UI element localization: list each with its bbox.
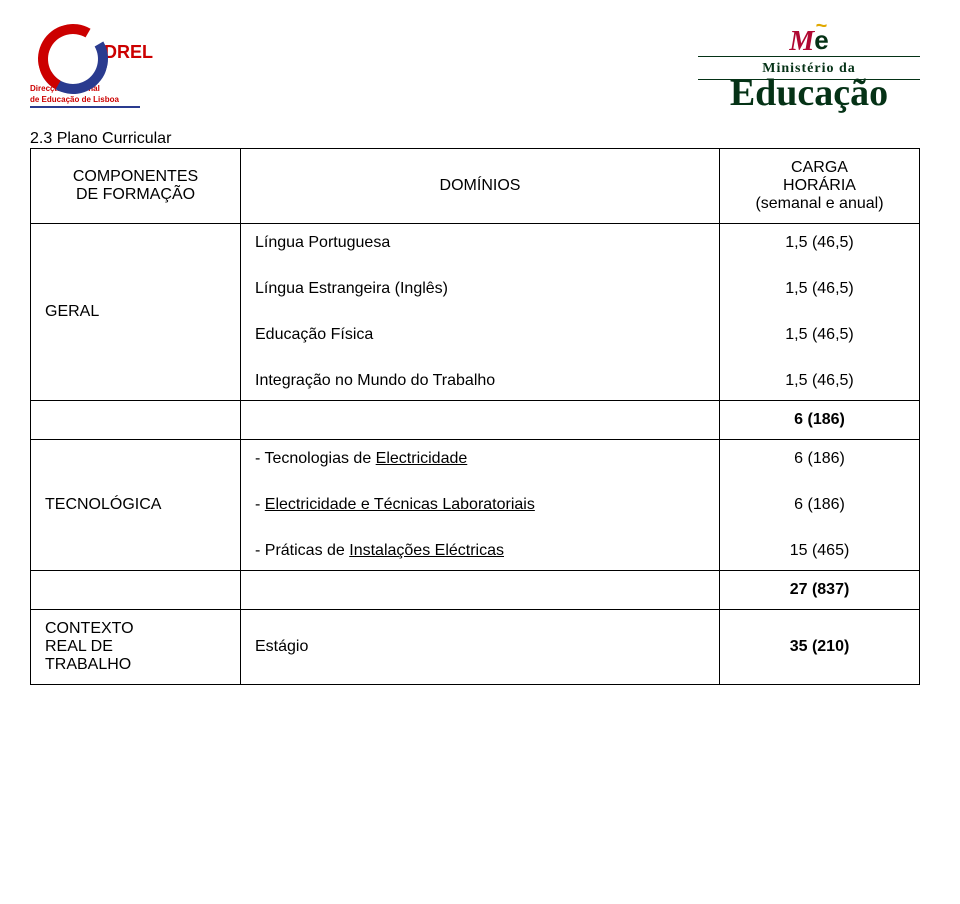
drel-acronym: DREL	[104, 42, 153, 63]
drel-subline-2: de Educação de Lisboa	[30, 95, 153, 104]
cell-tecno-values: 6 (186) 6 (186) 15 (465)	[720, 440, 920, 571]
geral-value-3: 1,5 (46,5)	[734, 326, 905, 344]
tecno-l1-prefix: - Tecnologias de	[255, 450, 376, 467]
row-geral-total: 6 (186)	[31, 401, 920, 440]
cell-tecno-total-blank1	[31, 571, 241, 610]
cell-geral-subjects: Língua Portuguesa Língua Estrangeira (In…	[241, 224, 720, 401]
tecno-line-3: - Práticas de Instalações Eléctricas	[255, 542, 705, 560]
hdr-carga-1: CARGA	[791, 159, 848, 176]
hdr-carga-2: HORÁRIA	[783, 177, 856, 194]
logo-left: DREL Direcção Regional de Educação de Li…	[30, 22, 153, 108]
tecno-l2-uline: Electricidade e Técnicas Laboratoriais	[265, 496, 535, 513]
cell-contexto-label: CONTEXTO REAL DE TRABALHO	[31, 610, 241, 685]
geral-subject-2: Língua Estrangeira (Inglês)	[255, 280, 705, 298]
tecno-value-3: 15 (465)	[734, 542, 905, 560]
curricular-table: COMPONENTES DE FORMAÇÃO DOMÍNIOS CARGA H…	[30, 148, 920, 685]
tecno-l2-prefix: -	[255, 496, 265, 513]
me-monogram-icon: M ~ e	[698, 20, 920, 56]
cell-tecno-label: TECNOLÓGICA	[31, 440, 241, 571]
hdr-comp-line1: COMPONENTES	[73, 168, 198, 185]
drel-underline	[30, 106, 140, 108]
geral-value-4: 1,5 (46,5)	[734, 372, 905, 390]
tecno-line-2: - Electricidade e Técnicas Laboratoriais	[255, 496, 705, 514]
ctx-l2: REAL DE	[45, 638, 226, 656]
logo-left-mark: DREL	[30, 22, 153, 82]
section-title: 2.3 Plano Curricular	[30, 130, 920, 148]
geral-subject-4: Integração no Mundo do Trabalho	[255, 372, 705, 390]
hdr-carga: CARGA HORÁRIA (semanal e anual)	[720, 149, 920, 224]
hdr-dominios: DOMÍNIOS	[241, 149, 720, 224]
monogram-m: M	[789, 28, 814, 56]
hdr-comp-line2: DE FORMAÇÃO	[76, 186, 195, 203]
hdr-componentes: COMPONENTES DE FORMAÇÃO	[31, 149, 241, 224]
cell-tecno-subjects: - Tecnologias de Electricidade - Electri…	[241, 440, 720, 571]
cell-geral-values: 1,5 (46,5) 1,5 (46,5) 1,5 (46,5) 1,5 (46…	[720, 224, 920, 401]
tecno-line-1: - Tecnologias de Electricidade	[255, 450, 705, 468]
e-swirl-icon	[30, 22, 100, 82]
cell-tecno-total-blank2	[241, 571, 720, 610]
table-header-row: COMPONENTES DE FORMAÇÃO DOMÍNIOS CARGA H…	[31, 149, 920, 224]
cell-geral-total-blank2	[241, 401, 720, 440]
geral-subject-3: Educação Física	[255, 326, 705, 344]
cell-geral-total-blank1	[31, 401, 241, 440]
row-geral: GERAL Língua Portuguesa Língua Estrangei…	[31, 224, 920, 401]
row-tecno: TECNOLÓGICA - Tecnologias de Electricida…	[31, 440, 920, 571]
logo-bar: DREL Direcção Regional de Educação de Li…	[30, 20, 920, 110]
tecno-l1-uline: Electricidade	[376, 450, 468, 467]
page: DREL Direcção Regional de Educação de Li…	[0, 0, 960, 685]
tecno-value-2: 6 (186)	[734, 496, 905, 514]
cell-geral-label: GERAL	[31, 224, 241, 401]
educacao-word: Educação	[698, 76, 920, 110]
geral-value-2: 1,5 (46,5)	[734, 280, 905, 298]
tecno-l3-prefix: - Práticas de	[255, 542, 349, 559]
ctx-l3: TRABALHO	[45, 656, 226, 674]
logo-right: M ~ e Ministério da Educação	[698, 20, 920, 110]
tecno-value-1: 6 (186)	[734, 450, 905, 468]
cell-contexto-value: 35 (210)	[720, 610, 920, 685]
cell-contexto-subject: Estágio	[241, 610, 720, 685]
geral-subject-1: Língua Portuguesa	[255, 234, 705, 252]
ctx-l1: CONTEXTO	[45, 620, 226, 638]
hdr-carga-3: (semanal e anual)	[755, 195, 883, 212]
cell-geral-total: 6 (186)	[720, 401, 920, 440]
geral-value-1: 1,5 (46,5)	[734, 234, 905, 252]
cell-tecno-total: 27 (837)	[720, 571, 920, 610]
monogram-tilde: ~	[816, 15, 828, 38]
row-tecno-total: 27 (837)	[31, 571, 920, 610]
row-contexto: CONTEXTO REAL DE TRABALHO Estágio 35 (21…	[31, 610, 920, 685]
tecno-l3-uline: Instalações Eléctricas	[349, 542, 504, 559]
